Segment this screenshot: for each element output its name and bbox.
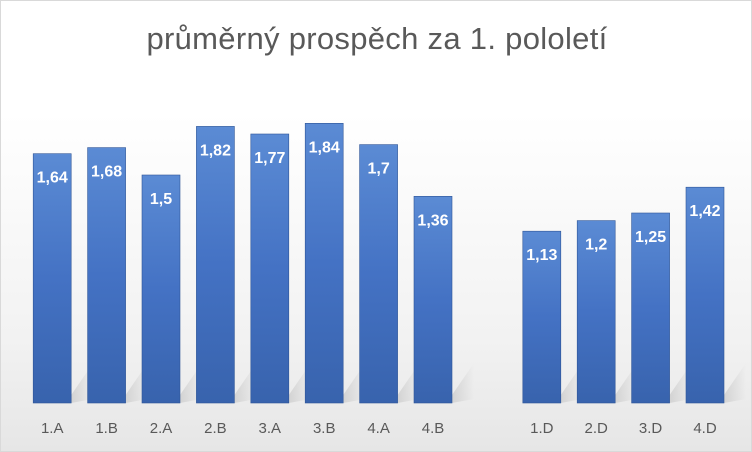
bar-1.A: [32, 153, 72, 404]
chart-title: průměrný prospěch za 1. pololetí: [146, 21, 608, 56]
data-label-1.B: 1,68: [91, 164, 122, 181]
data-label-4.B: 1,36: [417, 212, 448, 229]
bar-3.B: [304, 123, 344, 404]
data-label-3.D: 1,25: [635, 229, 666, 246]
bar-4.A: [359, 144, 398, 404]
bar-2.D: [576, 220, 616, 404]
data-labels: 1,64 1,68 1,5 1,82 1,77 1,84 1,7 1,36 1,13 1,2 1,2…: [37, 139, 721, 264]
tick-label-1.B: 1.B: [95, 420, 118, 437]
tick-label-3.A: 3.A: [259, 420, 282, 437]
data-label-2.A: 1,5: [150, 191, 172, 208]
bar-2.B: [196, 126, 235, 404]
bar-shadow: [452, 363, 474, 403]
bar-3.A: [250, 133, 290, 404]
tick-label-4.A: 4.A: [367, 420, 390, 437]
tick-label-2.B: 2.B: [204, 420, 227, 437]
tick-label-1.A: 1.A: [41, 420, 64, 437]
tick-label-1.D: 1.D: [530, 420, 554, 437]
tick-label-2.D: 2.D: [585, 420, 609, 437]
bar-2.A: [141, 174, 181, 404]
data-label-1.D: 1,13: [526, 247, 557, 264]
bar-shadow: [724, 363, 746, 403]
bar-1.B: [87, 147, 126, 404]
tick-label-4.B: 4.B: [422, 420, 445, 437]
data-label-4.A: 1,7: [367, 161, 389, 178]
bars: [32, 123, 725, 404]
category-axis: 1.A 1.B 2.A 2.B 3.A 3.B 4.A 4.B 1.D 2.D 3.D 4.D: [41, 420, 717, 437]
data-label-3.A: 1,77: [254, 150, 285, 167]
data-label-3.B: 1,84: [309, 139, 340, 156]
data-label-4.D: 1,42: [689, 203, 720, 220]
bar-3.D: [631, 212, 670, 404]
bar-4.B: [413, 196, 453, 404]
bar-4.D: [685, 186, 725, 404]
tick-label-4.D: 4.D: [693, 420, 717, 437]
tick-label-3.B: 3.B: [313, 420, 336, 437]
bar-1.D: [522, 230, 562, 404]
data-label-2.B: 1,82: [200, 142, 231, 159]
data-label-2.D: 1,2: [585, 237, 607, 254]
data-label-1.A: 1,64: [37, 170, 68, 187]
tick-label-3.D: 3.D: [639, 420, 663, 437]
tick-label-2.A: 2.A: [150, 420, 173, 437]
